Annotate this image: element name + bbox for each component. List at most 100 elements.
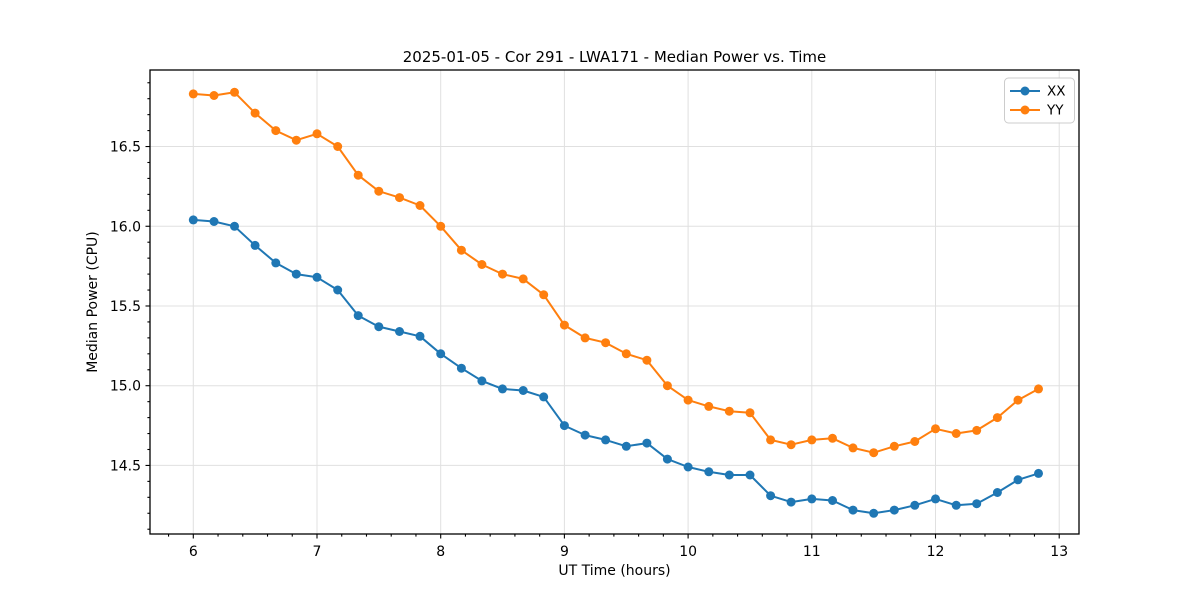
series-yy-point	[1034, 384, 1043, 394]
series-yy-point	[642, 355, 652, 365]
legend-label-xx: XX	[1047, 84, 1066, 100]
series-xx-point	[333, 285, 343, 295]
series-xx-point	[209, 217, 219, 226]
series-yy-point	[889, 441, 899, 451]
series-yy-point	[766, 435, 776, 445]
series-yy-point	[662, 381, 672, 391]
series-xx-point	[745, 470, 755, 480]
x-tick-label: 7	[313, 544, 322, 560]
series-yy-point	[828, 433, 837, 443]
series-yy-point	[1013, 395, 1023, 405]
series-layer	[188, 87, 1043, 518]
series-yy-point	[498, 269, 507, 279]
series-xx-point	[1034, 468, 1043, 478]
series-xx-point	[188, 215, 198, 225]
series-xx-point	[312, 272, 322, 282]
series-xx-point	[704, 467, 714, 477]
series-xx-point	[807, 494, 817, 504]
plot-border	[149, 69, 1080, 535]
series-yy-point	[683, 395, 693, 405]
series-yy-point	[580, 333, 590, 343]
series-yy-point	[910, 437, 920, 446]
x-tick-label: 6	[189, 544, 198, 560]
series-xx-point	[374, 322, 384, 332]
series-xx-point	[786, 497, 796, 507]
series-yy-point	[415, 201, 425, 210]
series-xx-point	[724, 470, 734, 480]
series-yy-point	[848, 443, 858, 453]
series-yy-point	[559, 320, 569, 330]
series-yy-point	[951, 429, 961, 438]
series-xx-point	[518, 386, 528, 395]
series-yy-point	[539, 290, 549, 300]
series-xx-point	[477, 376, 487, 386]
series-yy-point	[786, 440, 796, 450]
series-xx-point	[250, 240, 260, 250]
series-xx-point	[889, 505, 899, 515]
series-yy-point	[374, 186, 384, 196]
series-yy-point	[704, 401, 714, 411]
grid-layer	[150, 70, 1079, 534]
axes-layer: 6 7 8 9 10 11 12 13 14.5 15.0 15.5 16.0 16.5	[110, 82, 1068, 560]
series-xx-point	[415, 331, 425, 341]
series-yy-point	[333, 142, 343, 151]
y-tick-label: 14.5	[110, 458, 141, 474]
series-xx-point	[951, 500, 961, 510]
series-yy-point	[477, 260, 487, 269]
x-axis-label: UT Time (hours)	[558, 563, 670, 579]
series-yy-point	[353, 170, 363, 180]
series-yy-point	[436, 221, 446, 231]
legend-marker-swatch-yy	[1020, 105, 1030, 115]
legend-item-yy: YY	[1010, 103, 1064, 119]
series-yy-point	[518, 274, 528, 284]
series-yy-point	[312, 129, 322, 139]
series-xx-point	[230, 221, 239, 231]
series-xx-point	[436, 349, 446, 359]
series-yy-point	[869, 448, 879, 458]
series-yy-point	[250, 108, 260, 118]
y-tick-label: 16.5	[110, 140, 141, 156]
series-yy-point	[188, 89, 198, 99]
series-xx-point	[910, 500, 920, 510]
series-yy-point	[931, 424, 940, 434]
y-axis-label: Median Power (CPU)	[85, 231, 101, 373]
series-yy-point	[601, 338, 611, 348]
series-xx-point	[766, 491, 776, 501]
x-tick-label: 13	[1050, 544, 1068, 560]
y-tick-label: 15.5	[110, 299, 141, 315]
series-yy-point	[395, 193, 404, 203]
series-xx-point	[291, 269, 301, 279]
y-tick-label: 15.0	[110, 379, 141, 395]
chart-title: 2025-01-05 - Cor 291 - LWA171 - Median P…	[403, 48, 827, 66]
series-xx-point	[498, 384, 507, 394]
series-xx-point	[456, 363, 466, 373]
series-xx-point	[931, 494, 940, 504]
series-xx-point	[642, 438, 652, 448]
series-yy-point	[456, 245, 466, 255]
series-yy-point	[807, 435, 817, 445]
legend-marker-swatch-xx	[1020, 86, 1030, 96]
series-xx-point	[992, 488, 1002, 497]
legend-item-xx: XX	[1010, 84, 1066, 100]
x-tick-label: 10	[679, 544, 697, 560]
x-tick-label: 8	[436, 544, 445, 560]
series-xx-line	[193, 218, 1039, 515]
series-yy-point	[992, 413, 1002, 423]
series-xx-point	[869, 508, 879, 518]
legend: XX YY	[1004, 77, 1075, 124]
series-yy-point	[291, 135, 301, 145]
x-tick-label: 11	[803, 544, 821, 560]
series-yy-point	[621, 349, 631, 359]
series-xx-point	[683, 462, 693, 472]
series-xx-point	[559, 421, 569, 431]
x-tick-label: 9	[560, 544, 569, 560]
series-xx-point	[580, 430, 590, 440]
series-xx-point	[848, 505, 858, 515]
series-xx-point	[972, 499, 982, 509]
series-yy-point	[745, 408, 755, 418]
series-xx-point	[539, 392, 549, 402]
series-xx-point	[353, 311, 363, 321]
series-xx-point	[601, 435, 611, 445]
